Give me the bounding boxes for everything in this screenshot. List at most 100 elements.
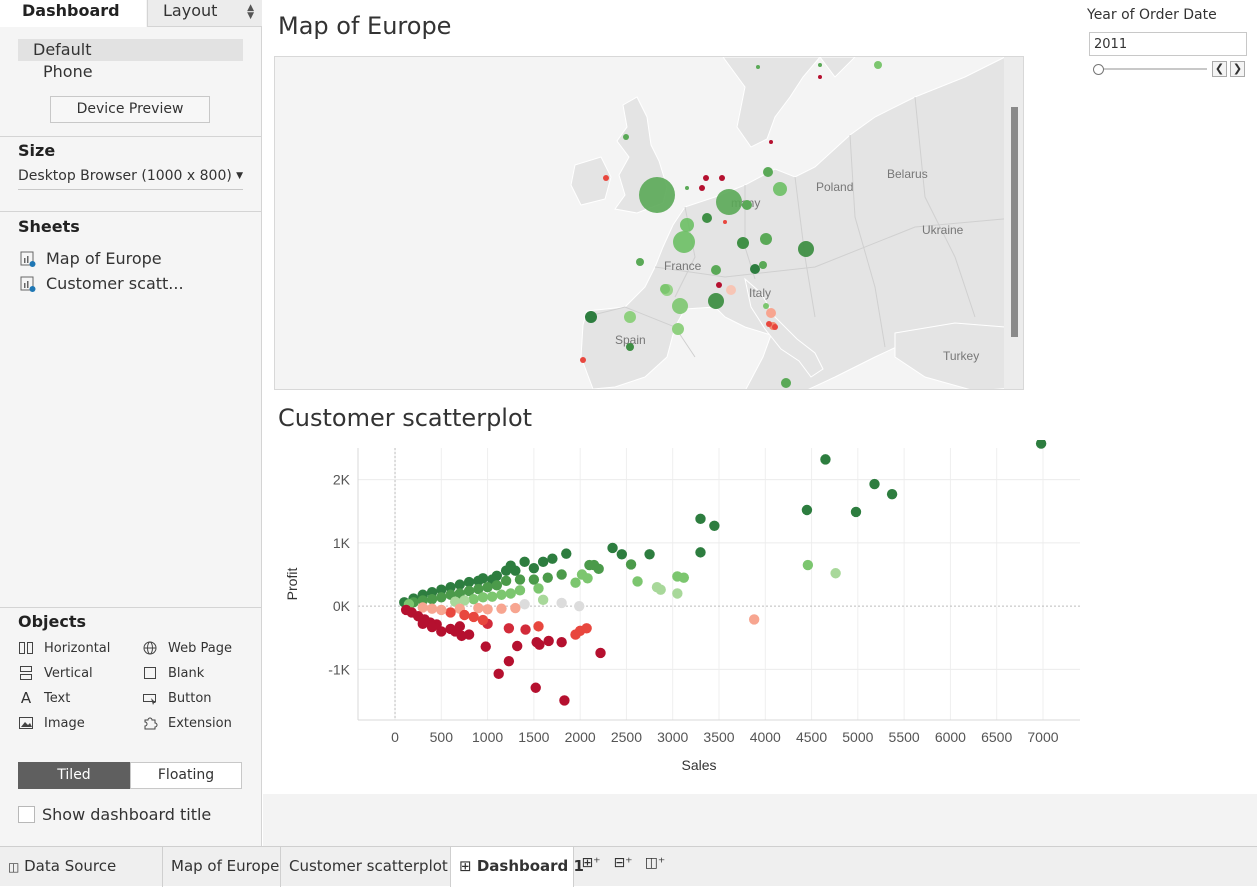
scatter-point[interactable] [655, 584, 666, 595]
scatter-point[interactable] [556, 636, 567, 648]
scatter-point[interactable] [514, 585, 526, 596]
scatter-point[interactable] [556, 569, 567, 580]
map-marker[interactable] [636, 258, 644, 266]
size-dropdown[interactable]: Desktop Browser (1000 x 800) ▼ [18, 168, 243, 190]
scatter-point[interactable] [459, 595, 470, 606]
object-text[interactable]: A Text [18, 689, 70, 707]
scatter-point[interactable] [519, 556, 530, 568]
scatter-point[interactable] [482, 581, 493, 593]
map-scrollbar-thumb[interactable] [1011, 107, 1018, 337]
map-marker[interactable] [759, 261, 767, 269]
map-marker[interactable] [818, 63, 822, 67]
scatter-point[interactable] [454, 579, 466, 590]
object-blank[interactable]: Blank [142, 665, 204, 681]
map-marker[interactable] [685, 186, 689, 190]
scatter-point[interactable] [581, 623, 592, 634]
object-image[interactable]: Image [18, 715, 85, 731]
scatter-point[interactable] [556, 597, 567, 609]
map-marker[interactable] [580, 357, 586, 363]
scatter-point[interactable] [510, 602, 521, 614]
scatter-point[interactable] [445, 607, 456, 618]
scatter-point[interactable] [607, 542, 618, 554]
scatter-point[interactable] [482, 604, 493, 615]
map-marker[interactable] [708, 293, 724, 309]
map-marker[interactable] [766, 321, 772, 327]
scatter-point[interactable] [542, 572, 553, 583]
map-marker[interactable] [639, 177, 675, 213]
scatter-point[interactable] [869, 478, 880, 490]
next-year-button[interactable]: ❯ [1230, 61, 1245, 77]
year-slider-track[interactable] [1095, 68, 1207, 70]
map-marker[interactable] [723, 220, 727, 224]
year-filter-input[interactable]: 2011 [1089, 32, 1247, 56]
new-worksheet-icon[interactable]: ⊞⁺ [581, 855, 601, 871]
scatter-point[interactable] [695, 513, 706, 525]
device-default[interactable]: Default [18, 39, 243, 61]
scatter-point[interactable] [570, 577, 581, 588]
map-marker[interactable] [756, 65, 760, 69]
scatter-point[interactable] [561, 548, 572, 559]
scatter-point[interactable] [632, 576, 643, 587]
scatter-point[interactable] [528, 574, 540, 585]
scatter-point[interactable] [468, 593, 479, 605]
scatter-point[interactable] [547, 553, 558, 564]
scatter-point[interactable] [886, 488, 898, 500]
scatter-point[interactable] [748, 614, 760, 625]
object-horizontal[interactable]: Horizontal [18, 640, 110, 656]
scatter-point[interactable] [695, 547, 706, 558]
scatter-point[interactable] [491, 580, 503, 591]
scatter-point[interactable] [533, 583, 544, 594]
map-marker[interactable] [772, 324, 778, 330]
scatter-point[interactable] [505, 588, 516, 599]
map-marker[interactable] [716, 189, 742, 215]
map-marker[interactable] [760, 233, 772, 245]
map-marker[interactable] [703, 175, 709, 181]
tiled-button[interactable]: Tiled [18, 762, 130, 789]
tab-customer-scatterplot[interactable]: Customer scatterplot [281, 847, 451, 887]
scatter-point[interactable] [709, 520, 720, 532]
scatter-point[interactable] [850, 506, 862, 518]
scatter-point[interactable] [426, 621, 438, 633]
map-marker[interactable] [798, 241, 814, 257]
map-marker[interactable] [763, 167, 773, 177]
map-marker[interactable] [750, 264, 760, 274]
tab-layout[interactable]: Layout ▲ ▼ [147, 0, 262, 27]
scatter-point[interactable] [537, 556, 549, 568]
scatter-point[interactable] [468, 611, 479, 623]
scatter-point[interactable] [595, 647, 606, 659]
map-marker[interactable] [660, 284, 670, 294]
map-marker[interactable] [874, 61, 882, 69]
scatter-point[interactable] [417, 602, 428, 613]
scatter-point[interactable] [436, 592, 447, 603]
scatter-point[interactable] [672, 588, 683, 599]
scatter-point[interactable] [477, 592, 489, 603]
map-marker[interactable] [781, 378, 791, 388]
map-marker[interactable] [603, 175, 609, 181]
scatter-point[interactable] [449, 626, 461, 637]
object-button[interactable]: Button [142, 690, 212, 706]
scatter-point[interactable] [445, 581, 456, 593]
scatter-point[interactable] [436, 604, 447, 616]
scatter-point[interactable] [496, 589, 507, 600]
floating-button[interactable]: Floating [130, 762, 242, 789]
scatter-point[interactable] [519, 599, 530, 610]
map-marker[interactable] [624, 311, 636, 323]
scatter-point[interactable] [644, 549, 655, 560]
map-marker[interactable] [626, 343, 634, 351]
show-title-checkbox[interactable] [18, 806, 35, 823]
scatter-point[interactable] [487, 591, 498, 602]
new-story-icon[interactable]: ◫⁺ [644, 855, 666, 871]
scatter-point[interactable] [588, 559, 600, 571]
scatter-point[interactable] [582, 573, 593, 584]
scatter-point[interactable] [496, 603, 507, 614]
map-marker[interactable] [623, 134, 629, 140]
scatter-point[interactable] [503, 623, 515, 634]
scatter-chart[interactable]: 0 500 1000 1500 2000 2500 3000 3500 4000 4500 5000… [274, 438, 1094, 790]
scatter-point[interactable] [830, 568, 841, 579]
scatter-point[interactable] [477, 614, 489, 626]
map-marker[interactable] [742, 200, 752, 210]
scatter-point[interactable] [574, 600, 585, 612]
object-vertical[interactable]: Vertical [18, 665, 93, 681]
scatter-point[interactable] [520, 624, 531, 635]
map-marker[interactable] [680, 218, 694, 232]
